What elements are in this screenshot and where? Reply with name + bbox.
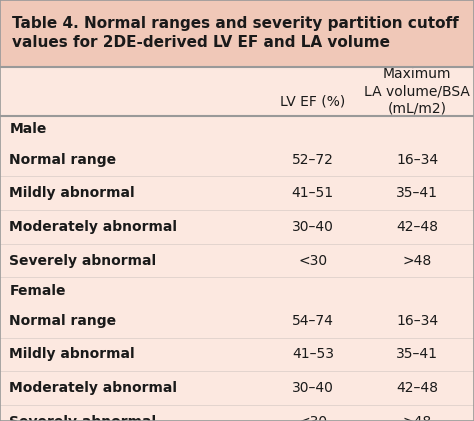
FancyBboxPatch shape [0,67,474,116]
Text: Male: Male [9,123,47,136]
Text: Moderately abnormal: Moderately abnormal [9,381,177,395]
Text: 41–53: 41–53 [292,347,334,362]
FancyBboxPatch shape [0,116,474,143]
Text: 42–48: 42–48 [396,220,438,234]
Text: 16–34: 16–34 [396,314,438,328]
FancyBboxPatch shape [0,143,474,176]
FancyBboxPatch shape [0,405,474,421]
Text: 35–41: 35–41 [396,186,438,200]
FancyBboxPatch shape [0,244,474,277]
Text: Moderately abnormal: Moderately abnormal [9,220,177,234]
Text: 42–48: 42–48 [396,381,438,395]
Text: LV EF (%): LV EF (%) [280,94,346,108]
Text: >48: >48 [402,253,432,268]
Text: Normal range: Normal range [9,314,117,328]
Text: 41–51: 41–51 [292,186,334,200]
Text: Severely abnormal: Severely abnormal [9,253,156,268]
Text: 35–41: 35–41 [396,347,438,362]
Text: 54–74: 54–74 [292,314,334,328]
FancyBboxPatch shape [0,338,474,371]
Text: >48: >48 [402,415,432,421]
FancyBboxPatch shape [0,210,474,244]
Text: Table 4. Normal ranges and severity partition cutoff
values for 2DE-derived LV E: Table 4. Normal ranges and severity part… [12,16,459,51]
Text: 30–40: 30–40 [292,220,334,234]
Text: <30: <30 [298,253,328,268]
Text: Severely abnormal: Severely abnormal [9,415,156,421]
FancyBboxPatch shape [0,0,474,67]
Text: 52–72: 52–72 [292,152,334,167]
Text: 30–40: 30–40 [292,381,334,395]
Text: <30: <30 [298,415,328,421]
Text: 16–34: 16–34 [396,152,438,167]
Text: Maximum
LA volume/BSA
(mL/m2): Maximum LA volume/BSA (mL/m2) [364,67,470,116]
FancyBboxPatch shape [0,277,474,304]
Text: Mildly abnormal: Mildly abnormal [9,186,135,200]
Text: Mildly abnormal: Mildly abnormal [9,347,135,362]
FancyBboxPatch shape [0,371,474,405]
Text: Female: Female [9,284,66,298]
FancyBboxPatch shape [0,304,474,338]
FancyBboxPatch shape [0,176,474,210]
Text: Normal range: Normal range [9,152,117,167]
